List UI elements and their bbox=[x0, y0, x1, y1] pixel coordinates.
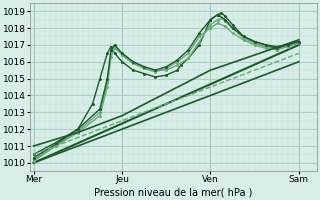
X-axis label: Pression niveau de la mer( hPa ): Pression niveau de la mer( hPa ) bbox=[94, 187, 253, 197]
